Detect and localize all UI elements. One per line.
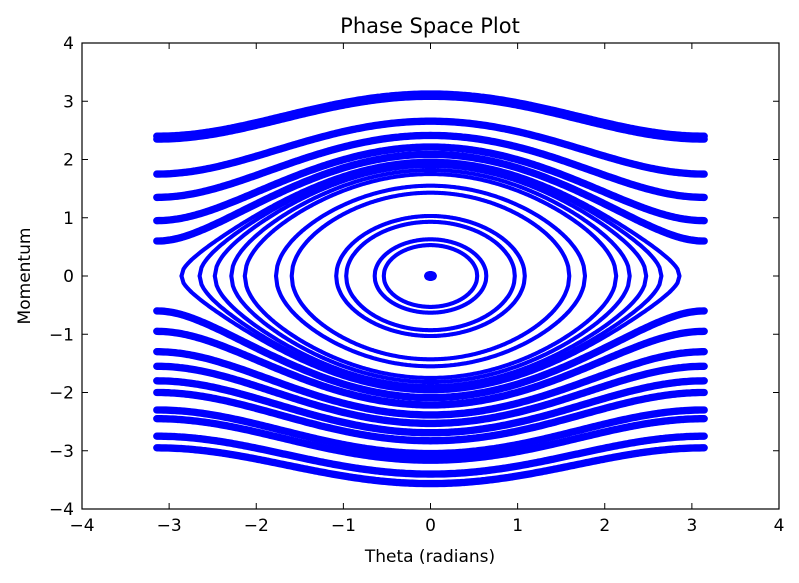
y-tick-label: 3 (63, 92, 74, 112)
y-tick-label: −1 (49, 325, 74, 345)
rotation-orbit (153, 444, 708, 488)
rotation-orbit (153, 117, 708, 178)
rotation-orbit (153, 377, 708, 437)
rotation-orbit (153, 90, 708, 140)
libration-orbit (334, 213, 527, 339)
libration-orbit (381, 243, 480, 309)
rotation-orbit (153, 432, 708, 478)
x-tick-label: 1 (512, 516, 523, 536)
rotation-orbit (153, 143, 708, 225)
y-tick-label: 2 (63, 151, 74, 171)
y-axis: −4 −3 −2 −1 0 1 2 3 4 (49, 34, 779, 520)
libration-orbit (179, 158, 682, 394)
rotation-orbit (153, 348, 708, 419)
rotation-orbit (153, 307, 708, 402)
rotation-orbit (153, 327, 708, 409)
x-tick-label: 4 (774, 516, 785, 536)
y-tick-label: 0 (63, 267, 74, 287)
libration-orbit (197, 160, 664, 392)
x-tick-label: −3 (157, 516, 182, 536)
x-axis-label: Theta (radians) (364, 547, 495, 567)
libration-orbit (242, 172, 619, 380)
rotation-orbit (153, 415, 708, 464)
rotation-orbit (153, 362, 708, 428)
rotation-orbit (153, 131, 708, 202)
x-tick-label: 0 (425, 516, 436, 536)
y-tick-label: 4 (63, 34, 74, 54)
x-tick-label: 2 (599, 516, 610, 536)
y-tick-label: −2 (49, 384, 74, 404)
x-tick-label: −4 (69, 516, 94, 536)
libration-orbit (212, 163, 649, 389)
x-tick-label: −1 (331, 516, 356, 536)
y-tick-label: 1 (63, 209, 74, 229)
libration-orbit (229, 167, 632, 385)
fixed-point (427, 272, 434, 280)
libration-orbit (289, 190, 572, 362)
y-axis-label: Momentum (15, 228, 35, 325)
x-tick-label: 3 (686, 516, 697, 536)
rotation-orbit (153, 406, 708, 458)
x-axis: −4 −3 −2 −1 0 1 2 3 4 (69, 43, 784, 536)
libration-orbit (372, 237, 489, 315)
y-tick-label: −4 (49, 500, 74, 520)
libration-orbit (344, 219, 517, 333)
rotation-orbit (153, 150, 708, 245)
chart-title: Phase Space Plot (340, 14, 520, 38)
libration-orbit (273, 183, 588, 369)
y-tick-label: −3 (49, 442, 74, 462)
x-tick-label: −2 (244, 516, 269, 536)
plot-area (153, 90, 708, 488)
rotation-orbit (153, 388, 708, 445)
